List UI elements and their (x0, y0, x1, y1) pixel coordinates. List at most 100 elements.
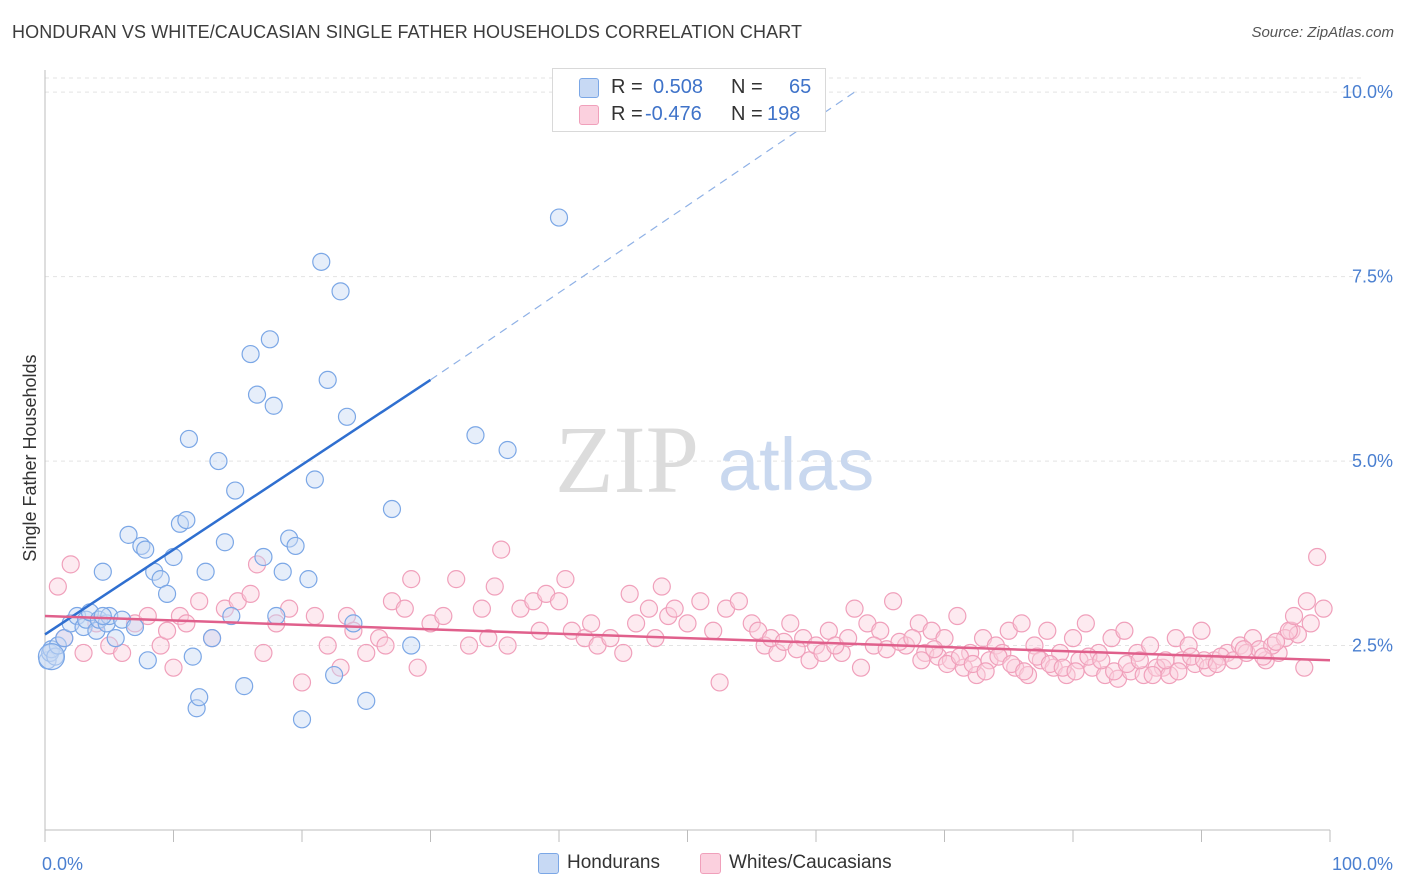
data-point (318, 370, 337, 390)
data-point (183, 647, 202, 666)
data-point (1038, 621, 1057, 640)
data-point (498, 440, 517, 460)
legend-row-whites: R = -0.476 N = 198 (553, 101, 825, 127)
data-point (1284, 606, 1304, 626)
series-whites-points (48, 540, 1333, 692)
data-point (226, 481, 245, 500)
data-point (492, 540, 511, 559)
legend-n-value: 65 (789, 76, 812, 98)
legend-row-hondurans: R = 0.508 N = 65 (553, 74, 825, 100)
data-point (626, 614, 646, 633)
data-point (710, 673, 729, 692)
data-point (1140, 636, 1160, 655)
data-point (247, 385, 267, 404)
data-point (1076, 614, 1095, 633)
data-point (447, 570, 466, 589)
data-point (729, 592, 749, 611)
trend-line-hondurans (44, 378, 432, 636)
data-point (164, 658, 183, 677)
legend-n-value: 198 (767, 103, 801, 125)
legend-swatch-hondurans (579, 78, 599, 98)
data-point (1015, 662, 1034, 681)
data-point (187, 699, 206, 718)
data-point (292, 710, 312, 729)
x-tick-label: 100.0% (1332, 854, 1393, 874)
data-point (305, 606, 324, 626)
data-point (215, 533, 234, 552)
data-point (138, 651, 157, 670)
data-point (382, 499, 402, 519)
data-point (325, 665, 344, 685)
data-point (331, 658, 350, 677)
data-point (530, 621, 549, 640)
data-point (273, 562, 292, 581)
data-point (498, 636, 517, 655)
data-point (408, 658, 427, 677)
data-point (196, 562, 215, 581)
trend-line-whites (44, 614, 1331, 662)
data-point (370, 629, 389, 648)
data-point (222, 606, 241, 626)
y-axis-label: Single Father Households (20, 354, 40, 561)
data-point (1308, 547, 1327, 567)
data-point (106, 629, 125, 648)
data-point (157, 621, 177, 640)
data-point (459, 636, 479, 655)
legend-label-hondurans: Hondurans (567, 852, 660, 873)
x-tick-label: 0.0% (42, 854, 83, 874)
data-point (1169, 662, 1188, 681)
data-point (179, 429, 199, 449)
data-point (395, 599, 414, 618)
data-point (136, 540, 155, 559)
data-point (93, 562, 112, 581)
trend-lines (44, 91, 1331, 662)
data-point (209, 451, 228, 471)
data-point (254, 643, 273, 663)
legend-label-whites: Whites/Caucasians (729, 852, 892, 873)
data-point (1301, 614, 1320, 633)
legend-n-label: N = (731, 103, 763, 125)
watermark: ZIP atlas (555, 406, 874, 513)
legend-series: Hondurans Whites/Caucasians (0, 852, 1406, 878)
data-point (235, 677, 254, 696)
data-point (1115, 621, 1134, 640)
data-point (48, 577, 67, 596)
data-point (1288, 625, 1307, 644)
legend-r-label: R = (611, 76, 643, 98)
data-point (1266, 632, 1286, 651)
data-point (659, 606, 678, 626)
legend-stats: R = 0.508 N = 65 R = -0.476 N = 198 (552, 68, 826, 132)
data-point (691, 592, 710, 611)
data-point (190, 688, 209, 707)
legend-swatch-whites (579, 105, 599, 125)
data-point (665, 599, 684, 618)
data-point (157, 584, 177, 603)
data-point (190, 592, 209, 611)
data-point (1297, 592, 1316, 611)
data-point (1207, 654, 1227, 674)
y-tick-label: 7.5% (1352, 267, 1393, 287)
data-point (1234, 640, 1254, 659)
data-point (466, 426, 485, 445)
y-tick-label: 5.0% (1352, 451, 1393, 471)
data-point (292, 673, 312, 692)
legend-swatch-hondurans (538, 853, 559, 874)
data-point (1295, 658, 1314, 677)
watermark-zip: ZIP (555, 406, 699, 513)
data-point (1156, 651, 1175, 670)
data-point (614, 643, 633, 663)
data-point (305, 470, 324, 489)
data-point (851, 658, 871, 677)
axes: 2.5% 5.0% 7.5% 10.0% 0.0% 100.0% (42, 70, 1393, 874)
data-point (678, 614, 697, 633)
data-point (402, 636, 421, 655)
data-point (93, 606, 112, 626)
y-tick-label: 2.5% (1352, 636, 1393, 656)
data-point (241, 344, 260, 364)
data-point (37, 643, 66, 671)
data-point (883, 592, 903, 611)
data-point (845, 599, 864, 618)
data-point (549, 208, 569, 227)
data-point (620, 584, 639, 603)
data-point (479, 629, 498, 648)
